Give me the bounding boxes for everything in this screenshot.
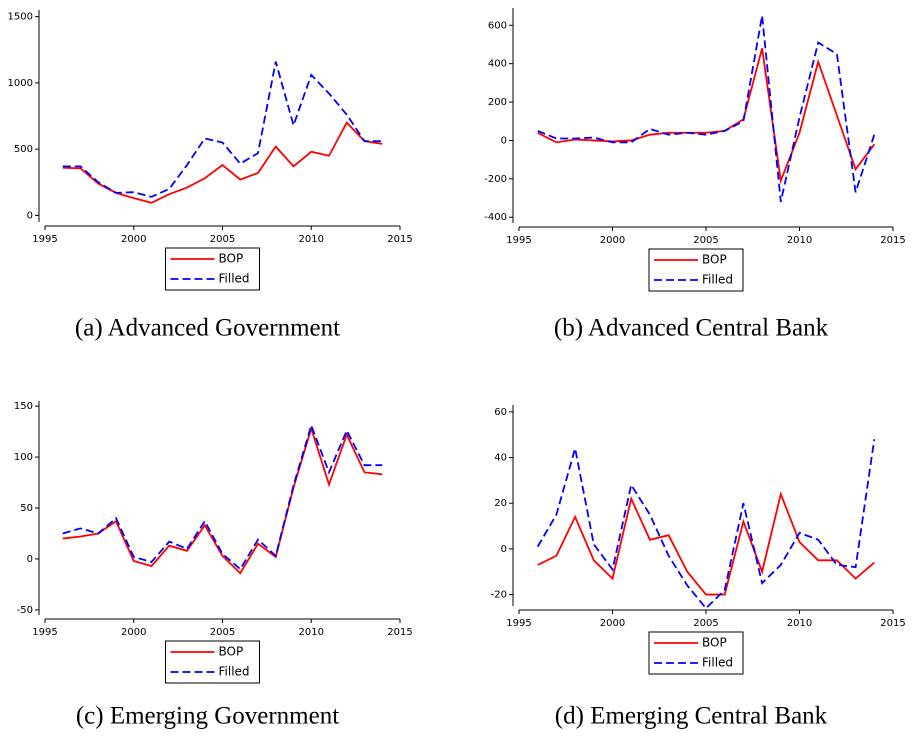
y-tick-label: 200: [488, 97, 507, 108]
x-tick-label: 2005: [210, 627, 235, 638]
legend-label: BOP: [702, 636, 727, 650]
x-tick-label: 2005: [693, 235, 718, 246]
y-tick-label: -400: [484, 212, 507, 223]
y-tick-label: 0: [501, 135, 507, 146]
series-line: [62, 422, 383, 571]
y-tick-label: 50: [20, 503, 33, 514]
x-tick-label: 2000: [121, 234, 146, 245]
y-tick-label: 40: [494, 453, 507, 464]
series-line: [62, 61, 383, 198]
series-line: [537, 15, 876, 203]
y-tick-label: -200: [484, 174, 507, 185]
series-line: [537, 491, 875, 596]
x-tick-label: 2010: [299, 627, 324, 638]
x-tick-label: 1995: [506, 235, 531, 246]
y-tick-label: 400: [488, 59, 507, 70]
y-tick-label: 20: [494, 498, 507, 509]
legend-box: [165, 640, 260, 684]
series-line: [62, 121, 383, 204]
y-tick-label: -50: [17, 605, 33, 616]
x-tick-label: 2005: [210, 234, 235, 245]
y-tick-label: 600: [488, 20, 507, 31]
y-tick-label: 0: [27, 210, 33, 221]
caption: (d) Emerging Central Bank: [555, 703, 828, 730]
y-tick-label: 100: [14, 452, 33, 463]
legend-label: Filled: [702, 273, 733, 287]
caption: (c) Emerging Government: [76, 703, 339, 730]
x-tick-label: 2015: [387, 627, 412, 638]
legend-label: BOP: [219, 252, 244, 266]
caption: (b) Advanced Central Bank: [554, 315, 829, 342]
legend-box: [648, 631, 744, 675]
x-tick-label: 1995: [32, 234, 57, 245]
y-tick-label: 1500: [8, 12, 33, 23]
legend-label: Filled: [702, 656, 733, 670]
x-tick-label: 2000: [600, 618, 625, 629]
x-tick-label: 2015: [880, 618, 905, 629]
x-tick-label: 2010: [787, 618, 812, 629]
y-tick-label: 500: [14, 144, 33, 155]
y-tick-label: 1000: [8, 78, 33, 89]
x-tick-label: 2005: [693, 618, 718, 629]
legend-box: [165, 247, 260, 291]
y-tick-label: 0: [27, 554, 33, 565]
x-tick-label: 2010: [299, 234, 324, 245]
series-line: [62, 425, 383, 575]
y-tick-label: 150: [14, 401, 33, 412]
x-tick-label: 2000: [600, 235, 625, 246]
legend-label: BOP: [702, 253, 727, 267]
series-line: [537, 48, 876, 185]
y-tick-label: 0: [501, 544, 507, 555]
legend-box: [648, 248, 744, 292]
x-tick-label: 2015: [387, 234, 412, 245]
x-tick-label: 2010: [787, 235, 812, 246]
x-tick-label: 1995: [506, 618, 531, 629]
legend-label: Filled: [219, 665, 250, 679]
y-tick-label: 60: [494, 407, 507, 418]
series-line: [536, 439, 876, 610]
legend-label: BOP: [219, 645, 244, 659]
x-tick-label: 2000: [121, 627, 146, 638]
y-tick-label: -20: [491, 590, 507, 601]
caption: (a) Advanced Government: [75, 315, 340, 342]
x-tick-label: 1995: [32, 627, 57, 638]
legend-label: Filled: [219, 272, 250, 286]
x-tick-label: 2015: [880, 235, 905, 246]
